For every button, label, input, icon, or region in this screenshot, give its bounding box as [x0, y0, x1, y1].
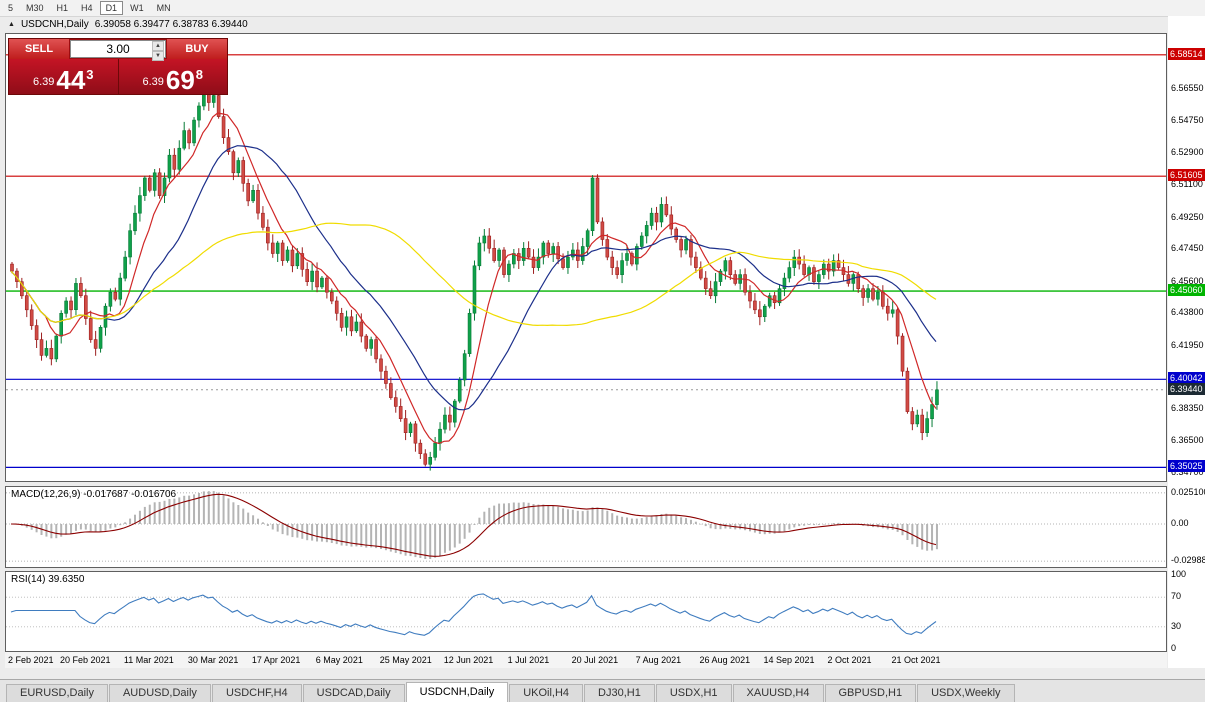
price-tick: 6.52900: [1171, 147, 1204, 158]
date-label: 30 Mar 2021: [187, 655, 239, 665]
price-tick: 6.38350: [1171, 402, 1204, 413]
level-lines: [6, 54, 1166, 468]
rsi-tick: 70: [1171, 591, 1182, 602]
date-label: 12 Jun 2021: [443, 655, 494, 665]
level-price-badge: 6.45060: [1168, 284, 1205, 297]
level-price-badge: 6.40042: [1168, 372, 1205, 385]
chart-tab-ukoil-h4[interactable]: UKOil,H4: [509, 684, 584, 702]
period-button-h4[interactable]: H4: [81, 3, 93, 13]
buy-button[interactable]: BUY: [167, 39, 227, 59]
macd-histogram: [11, 491, 938, 559]
rsi-tick: 30: [1171, 620, 1182, 631]
price-tick: 6.41950: [1171, 339, 1204, 350]
chart-title-ohlc: 6.39058 6.39477 6.38783 6.39440: [94, 19, 248, 30]
price-tick: 6.49250: [1171, 211, 1204, 222]
rsi-chart: [6, 593, 1166, 636]
date-label: 20 Feb 2021: [59, 655, 111, 665]
price-tick: 6.36500: [1171, 435, 1204, 446]
chart-tab-usdcad-daily[interactable]: USDCAD,Daily: [302, 684, 405, 702]
chart-icon: ▲: [8, 21, 15, 28]
candlestick-chart: [6, 54, 1166, 471]
current-price-badge: 6.39440: [1168, 382, 1205, 395]
ask-big-digits: 69: [165, 65, 195, 95]
chart-tab-bar: EURUSD,Daily AUDUSD,Daily USDCHF,H4 USDCAD,…: [0, 679, 1205, 702]
period-button-d1[interactable]: D1: [99, 1, 124, 15]
chart-title-symbol: USDCNH,Daily: [20, 19, 89, 30]
moving-averages: [10, 112, 937, 445]
price-tick: 6.45600: [1171, 275, 1204, 286]
volume-up-button[interactable]: ▲: [152, 41, 164, 51]
ask-pip-digit: 8: [195, 67, 204, 82]
date-label: 6 May 2021: [315, 655, 363, 665]
volume-value: 3.00: [106, 42, 130, 56]
bid-price[interactable]: 6.39 44 3: [9, 59, 119, 94]
volume-down-button[interactable]: ▼: [152, 51, 164, 61]
chart-tab-usdx-weekly[interactable]: USDX,Weekly: [917, 684, 1015, 702]
bid-pip-digit: 3: [86, 67, 94, 82]
bid-big-digits: 44: [56, 65, 86, 95]
date-label: 26 Aug 2021: [699, 655, 751, 665]
ask-price[interactable]: 6.39 69 8: [118, 59, 227, 95]
date-label: 2 Feb 2021: [8, 655, 54, 665]
volume-input[interactable]: 3.00 ▲ ▼: [70, 40, 166, 61]
date-label: 20 Jul 2021: [571, 655, 619, 665]
price-tick: 6.54750: [1171, 114, 1204, 125]
chart-title: ▲ USDCNH,Daily 6.39058 6.39477 6.38783 6…: [8, 19, 248, 30]
volume-spinner: ▲ ▼: [152, 41, 164, 61]
macd-tick: 0.025100: [1171, 486, 1205, 497]
date-label: 14 Sep 2021: [763, 655, 815, 665]
date-label: 25 May 2021: [379, 655, 432, 665]
chart-tab-usdx-h1[interactable]: USDX,H1: [655, 684, 732, 702]
date-label: 2 Oct 2021: [827, 655, 872, 665]
macd-label: MACD(12,26,9) -0.017687 -0.016706: [11, 489, 177, 500]
rsi-tick: 0: [1171, 643, 1177, 653]
macd-pane[interactable]: MACD(12,26,9) -0.017687 -0.016706: [5, 486, 1167, 568]
chart-tab-xauusd-h4[interactable]: XAUUSD,H4: [732, 684, 824, 702]
ask-prefix: 6.39: [142, 76, 164, 88]
sell-button[interactable]: SELL: [9, 39, 69, 59]
price-tick: 6.47450: [1171, 243, 1204, 254]
price-tick: 6.43800: [1171, 307, 1204, 318]
bid-prefix: 6.39: [32, 76, 55, 88]
candle-bodies: [10, 89, 939, 465]
date-label: 7 Aug 2021: [635, 655, 682, 665]
macd-tick: -0.029880: [1171, 555, 1205, 566]
period-toolbar: 5 M30 H1 H4 D1 W1 MN: [0, 0, 1205, 17]
rsi-pane[interactable]: RSI(14) 39.6350: [5, 571, 1167, 652]
date-label: 17 Apr 2021: [251, 655, 301, 665]
one-click-trading-panel: SELL 3.00 ▲ ▼ BUY 6.39 44 3 6.39 69 8: [8, 38, 228, 95]
period-button-w1[interactable]: W1: [130, 3, 144, 13]
price-axis[interactable]: 6.56550 6.54750 6.52900 6.51100 6.49250 6.474…: [1168, 16, 1205, 668]
chart-tab-usdcnh-daily[interactable]: USDCNH,Daily: [405, 682, 509, 702]
level-price-badge: 6.51605: [1168, 169, 1205, 182]
price-tick: 6.56550: [1171, 83, 1204, 94]
date-axis[interactable]: 2 Feb 2021 20 Feb 2021 11 Mar 2021 30 Mar 2…: [5, 652, 1167, 668]
date-label: 21 Oct 2021: [891, 655, 941, 665]
chart-tab-usdchf-h4[interactable]: USDCHF,H4: [211, 684, 302, 702]
price-tick: 6.51100: [1171, 179, 1203, 190]
period-button-mn[interactable]: MN: [156, 3, 171, 13]
period-button-m30[interactable]: M30: [26, 3, 44, 13]
period-button-h1[interactable]: H1: [56, 3, 69, 13]
period-button-5[interactable]: 5: [8, 3, 14, 13]
price-chart-pane[interactable]: [5, 33, 1167, 482]
rsi-line: [10, 593, 937, 636]
date-label: 1 Jul 2021: [507, 655, 550, 665]
macd-chart: [6, 491, 1166, 562]
level-price-badge: 6.58514: [1168, 47, 1205, 60]
chart-tab-gbpusd-h1[interactable]: GBPUSD,H1: [824, 684, 917, 702]
level-price-badge: 6.35025: [1168, 460, 1205, 473]
rsi-label: RSI(14) 39.6350: [11, 574, 85, 585]
chart-tab-eurusd-daily[interactable]: EURUSD,Daily: [6, 684, 108, 702]
rsi-tick: 100: [1171, 569, 1187, 579]
macd-tick: 0.00: [1171, 518, 1189, 528]
macd-signal-line: [10, 493, 937, 557]
date-label: 11 Mar 2021: [123, 655, 174, 665]
chart-tab-audusd-daily[interactable]: AUDUSD,Daily: [108, 684, 211, 702]
chart-tab-dj30-h1[interactable]: DJ30,H1: [584, 684, 655, 702]
